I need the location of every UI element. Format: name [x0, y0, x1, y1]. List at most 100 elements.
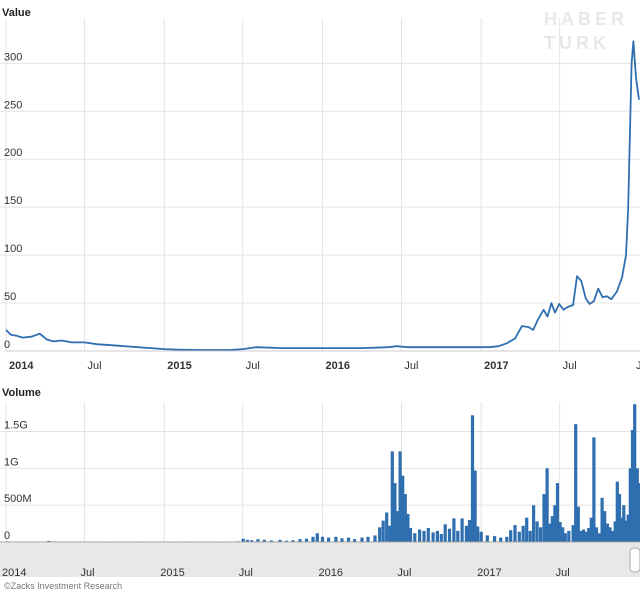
volume-y-axis: 0 500M 1G 1.5G [4, 419, 32, 542]
volume-bar [499, 537, 503, 542]
volume-bar [456, 530, 460, 542]
volume-bar [464, 525, 468, 542]
volume-bar [320, 536, 325, 542]
navigator-handle[interactable] [629, 547, 640, 573]
volume-bar [611, 530, 615, 542]
volume-bar [587, 528, 591, 542]
volume-bar [250, 540, 254, 542]
volume-bar [567, 530, 571, 542]
volume-bar [298, 539, 302, 542]
volume-bar [622, 505, 626, 542]
volume-bar [485, 535, 489, 542]
volume-y-tick-label: 0 [4, 530, 10, 542]
volume-bar [637, 483, 640, 542]
volume-chart-title: Volume [2, 387, 41, 399]
volume-bar [528, 530, 532, 542]
volume-bar [624, 520, 628, 542]
volume-bars [6, 404, 640, 543]
value-x-tick-label: Jul [563, 360, 577, 372]
volume-bar [579, 530, 583, 542]
volume-bar [435, 530, 439, 542]
value-x-tick-label: 2015 [167, 360, 191, 372]
volume-bar [327, 537, 331, 542]
value-y-tick-label: 300 [4, 51, 22, 63]
volume-bar [388, 525, 392, 542]
volume-bar [262, 539, 266, 542]
volume-bar [563, 533, 567, 542]
volume-bar [385, 512, 389, 542]
volume-bar [284, 540, 289, 542]
volume-bar [553, 505, 557, 542]
volume-bar [509, 530, 513, 542]
value-y-tick-label: 250 [4, 99, 22, 111]
volume-bar [340, 538, 344, 542]
volume-bar [539, 527, 543, 542]
value-y-tick-label: 0 [4, 339, 10, 351]
volume-bar [426, 528, 430, 542]
volume-bar [443, 524, 447, 542]
volume-bar [571, 525, 575, 542]
volume-bar [600, 497, 604, 542]
volume-bar [256, 539, 260, 542]
value-chart-title: Value [2, 7, 31, 19]
volume-bar [398, 451, 402, 542]
volume-bar [603, 511, 607, 542]
volume-bar [47, 540, 51, 542]
volume-bar [439, 533, 443, 542]
volume-bar [594, 527, 599, 542]
volume-bar [617, 494, 622, 542]
volume-bar [561, 527, 565, 542]
value-x-tick-label: J [636, 360, 640, 372]
volume-bar [346, 537, 351, 542]
volume-bar [630, 430, 635, 542]
volume-bar [401, 475, 405, 542]
value-chart-grid [0, 18, 640, 351]
navigator-strip[interactable] [0, 543, 640, 577]
volume-bar [460, 518, 464, 542]
volume-bar [476, 526, 480, 542]
volume-bar [581, 529, 586, 542]
volume-bar [605, 523, 609, 542]
volume-bar [613, 521, 617, 542]
volume-bar [269, 540, 273, 542]
volume-bar [628, 468, 632, 542]
volume-bar [542, 494, 546, 542]
value-y-axis: 0 50 100 150 200 250 300 [4, 51, 22, 351]
volume-bar [408, 528, 413, 542]
volume-bar [334, 536, 338, 542]
volume-bar [395, 511, 400, 542]
volume-bar [548, 523, 552, 542]
volume-bar [393, 483, 397, 542]
volume-bar [620, 517, 624, 542]
value-x-tick-label: 2016 [326, 360, 350, 372]
volume-bar [311, 536, 315, 542]
navigator-x-tick-label: Jul [556, 567, 570, 579]
volume-bar [535, 521, 539, 542]
value-series-line [5, 40, 640, 351]
volume-bar [473, 470, 477, 542]
volume-bar [373, 535, 377, 542]
volume-bar [517, 531, 521, 542]
volume-bar [413, 533, 417, 542]
volume-bar [592, 437, 596, 542]
value-x-tick-label: 2017 [484, 360, 508, 372]
volume-bar [558, 522, 562, 542]
volume-bar [452, 518, 456, 542]
volume-bar [422, 530, 426, 542]
navigator-x-tick-label: 2017 [477, 567, 501, 579]
volume-bar [505, 536, 509, 542]
volume-bar [353, 539, 357, 542]
navigator-x-tick-label: Jul [80, 567, 94, 579]
volume-bar [597, 533, 602, 542]
volume-bar [608, 527, 612, 542]
volume-bar [431, 532, 435, 542]
volume-bar [467, 519, 472, 542]
volume-bar [525, 517, 529, 542]
value-x-tick-label: Jul [404, 360, 418, 372]
volume-y-tick-label: 1G [4, 456, 19, 468]
navigator-x-tick-label: 2015 [160, 567, 184, 579]
value-y-tick-label: 100 [4, 243, 22, 255]
navigator-x-tick-label: Jul [397, 567, 411, 579]
volume-y-tick-label: 1.5G [4, 419, 28, 431]
